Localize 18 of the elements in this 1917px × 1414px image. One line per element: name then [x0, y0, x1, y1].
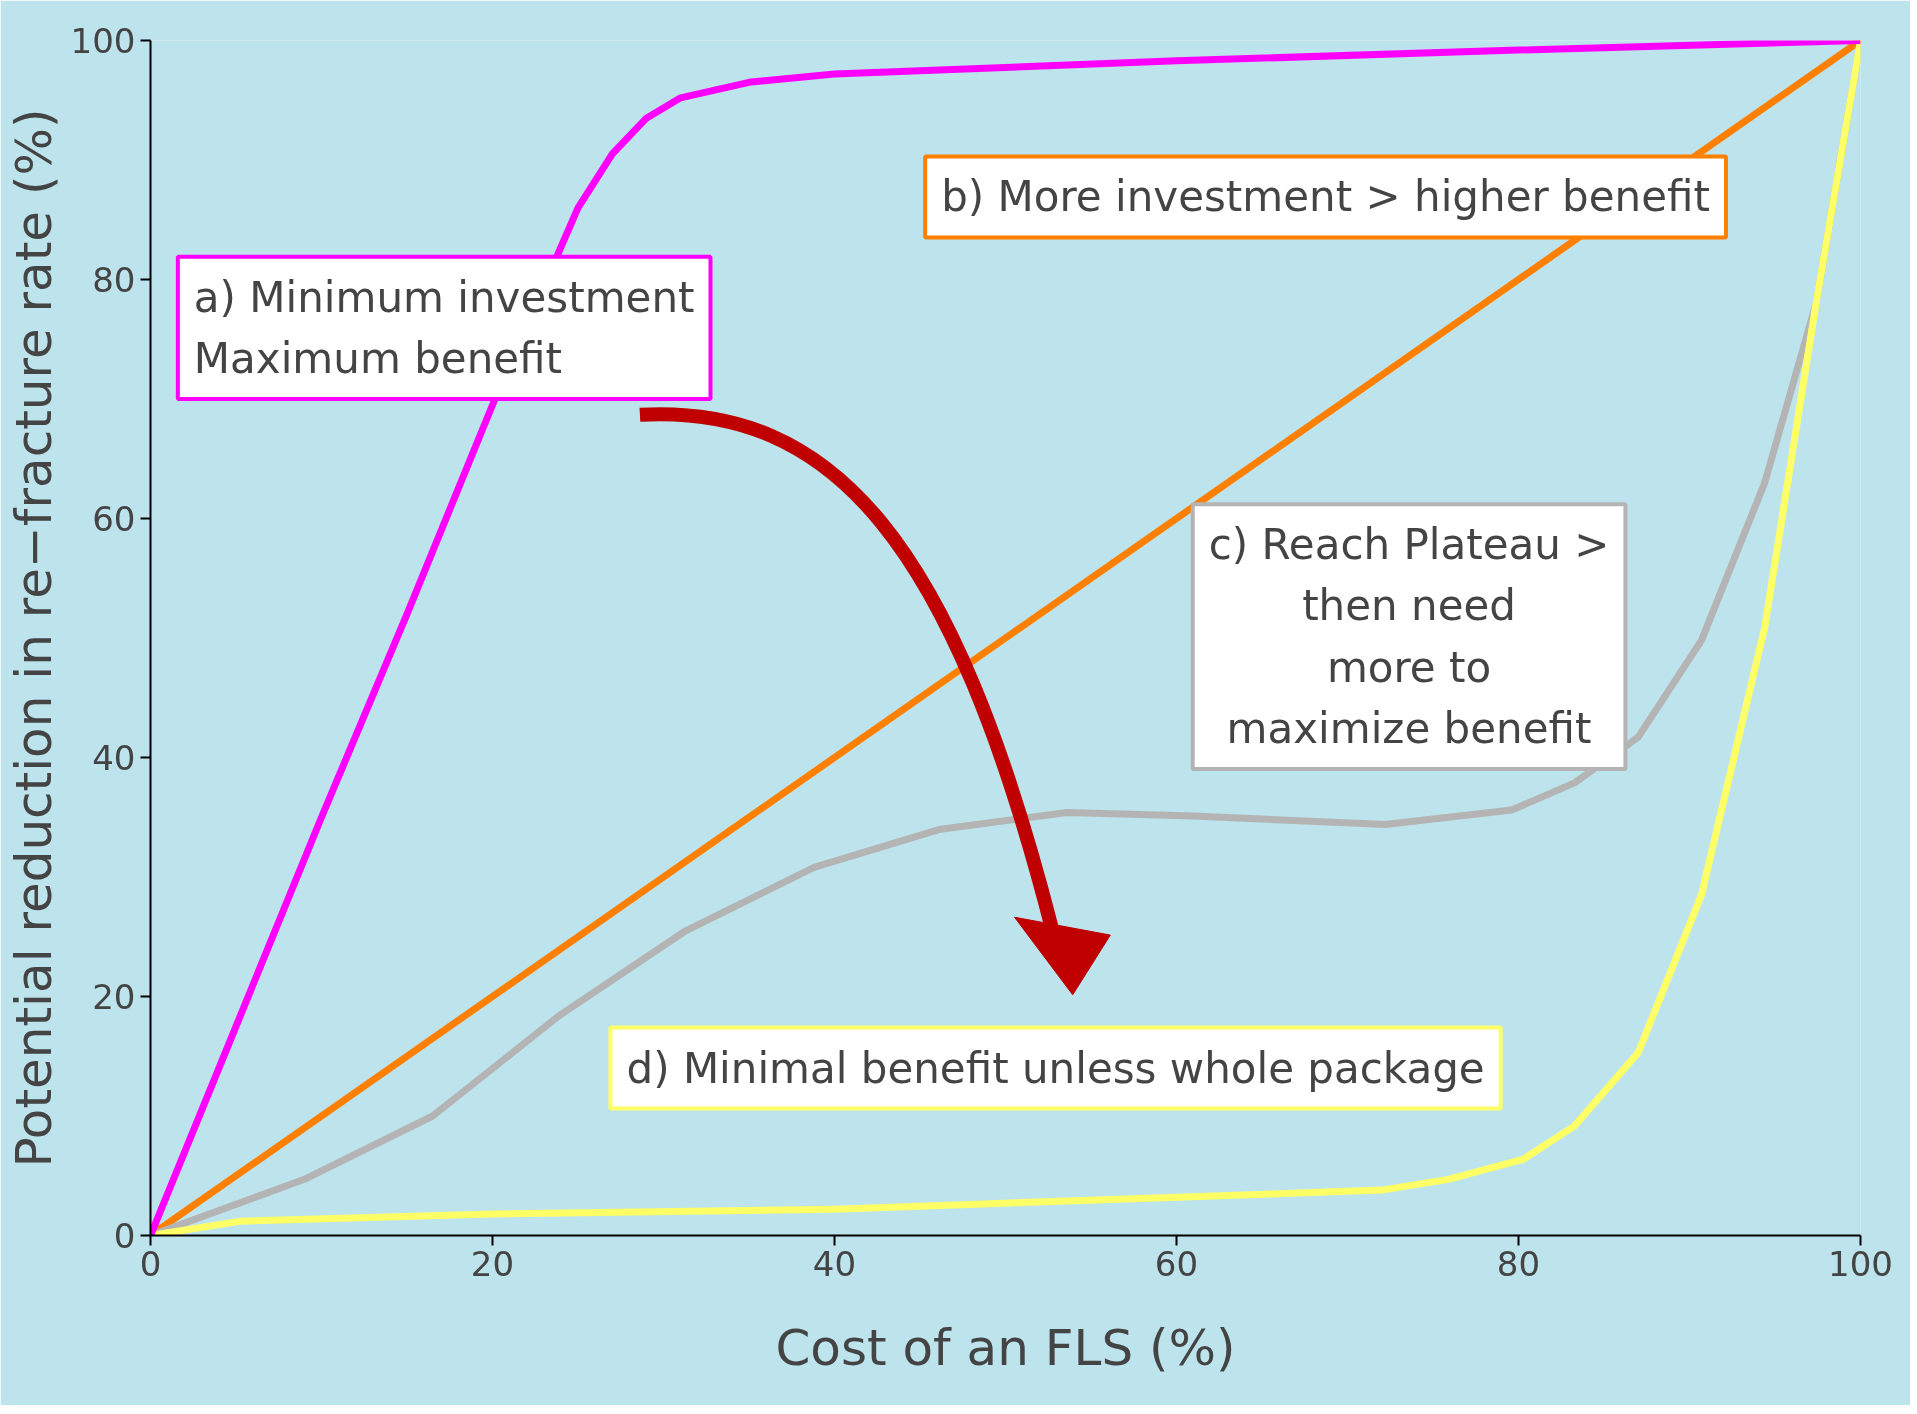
series-label: a) Minimum investment Maximum benefit — [193, 272, 695, 384]
series-label: d) Minimal benefit unless whole package — [626, 1043, 1485, 1093]
x-tick-label: 40 — [812, 1243, 857, 1284]
y-tick-label: 0 — [113, 1216, 136, 1256]
y-tick-label: 80 — [92, 260, 136, 300]
series-label: b) More investment > higher benefit — [941, 172, 1710, 222]
x-tick-label: 80 — [1496, 1243, 1541, 1284]
y-axis-title: Potential reduction in re−fracture rate (%) — [4, 108, 63, 1168]
series-label: c) Reach Plateau > then need more to maximize benefit — [1208, 520, 1610, 753]
y-tick-label: 20 — [92, 977, 136, 1017]
x-tick-label: 0 — [139, 1243, 162, 1284]
x-tick-label: 20 — [470, 1243, 515, 1284]
x-tick-label: 60 — [1154, 1243, 1199, 1284]
y-tick-label: 60 — [92, 499, 136, 539]
y-tick-label: 40 — [92, 738, 136, 778]
y-tick-label: 100 — [70, 21, 136, 61]
x-tick-label: 100 — [1828, 1243, 1893, 1284]
x-axis-title: Cost of an FLS (%) — [775, 1318, 1236, 1377]
